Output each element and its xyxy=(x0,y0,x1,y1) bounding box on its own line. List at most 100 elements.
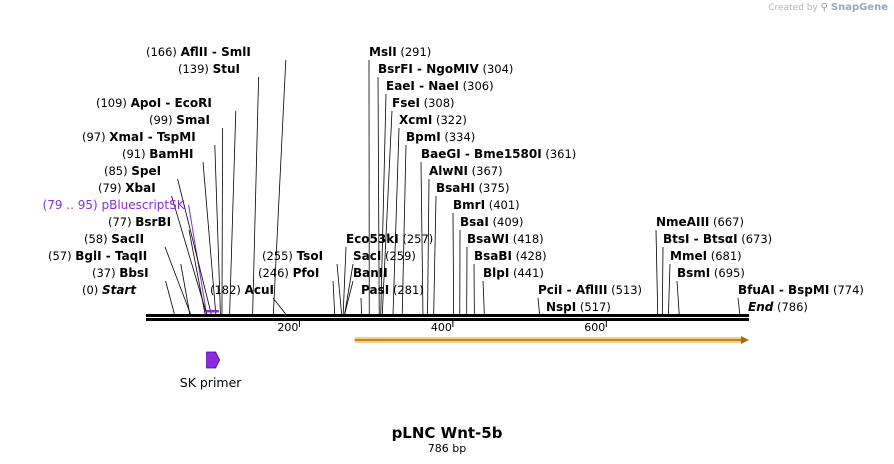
site-line xyxy=(661,246,664,315)
site-label: BlpI (441) xyxy=(483,266,544,280)
site-label: BsaBI (428) xyxy=(474,249,547,263)
site-label: PciI - AflIII (513) xyxy=(538,283,642,297)
site-line xyxy=(360,297,362,315)
site-bpmi: BpmI (334) xyxy=(406,130,475,144)
credit-brand: SnapGene xyxy=(830,2,888,13)
site-line xyxy=(272,59,287,315)
map-length: 786 bp xyxy=(428,442,466,455)
site-label: BfuAI - BspMI (774) xyxy=(738,283,864,297)
site-label: (58) SacII xyxy=(84,232,144,246)
site-position: (139) xyxy=(178,62,213,76)
site-position: (91) xyxy=(122,147,149,161)
site-position: (99) xyxy=(149,113,176,127)
enzyme-name: BfuAI xyxy=(738,283,775,297)
site-line xyxy=(392,127,400,315)
features: SK primer xyxy=(180,310,749,390)
site-bsrfi: BsrFI - NgoMIV (304) xyxy=(378,62,513,76)
enzyme-name: SacI xyxy=(353,249,381,263)
enzyme-name: TspMI xyxy=(157,130,196,144)
enzyme-name: BsrBI xyxy=(135,215,171,229)
site-bsabi: BsaBI (428) xyxy=(474,249,547,263)
site-position: (774) xyxy=(829,283,864,297)
credit-prefix: Created by xyxy=(768,3,818,13)
site-label: EaeI - NaeI (306) xyxy=(386,79,494,93)
enzyme-name: TsoI xyxy=(297,249,323,263)
site-line xyxy=(229,110,237,315)
sk-primer-label: SK primer xyxy=(180,375,243,390)
site-position: (517) xyxy=(576,300,611,314)
enzyme-name: - xyxy=(208,45,221,59)
site-label: (37) BbsI xyxy=(92,266,149,280)
enzyme-name: - xyxy=(690,232,703,246)
site-position: (77) xyxy=(108,215,135,229)
site-label: (85) SpeI xyxy=(104,164,161,178)
enzyme-name: Bme1580I xyxy=(474,147,542,161)
site-position: (306) xyxy=(459,79,494,93)
site-line xyxy=(737,297,741,315)
site-pasi: PasI (281) xyxy=(361,283,424,297)
site-line xyxy=(336,263,343,315)
enzyme-name: NspI xyxy=(546,300,576,314)
site-label: (79) XbaI xyxy=(98,181,156,195)
enzyme-name: - xyxy=(144,130,157,144)
tick-label: 600 xyxy=(584,321,605,334)
feature-label: (79 .. 95) pBluescriptSK xyxy=(43,198,186,212)
site-label: (99) SmaI xyxy=(149,113,210,127)
site-label: (97) XmaI - TspMI xyxy=(82,130,196,144)
enzyme-name: BsaI xyxy=(460,215,489,229)
enzyme-name: MmeI xyxy=(670,249,707,263)
site-line xyxy=(452,212,455,315)
site-label: (0) Start xyxy=(82,283,137,297)
site-position: (57) xyxy=(48,249,75,263)
site-position: (667) xyxy=(709,215,744,229)
site-line xyxy=(427,178,430,315)
site-acui: (182) AcuI xyxy=(210,283,274,297)
enzyme-name: BaeGI xyxy=(421,147,461,161)
enzyme-name: AflIII xyxy=(576,283,608,297)
site-stui: (139) StuI xyxy=(178,62,240,76)
enzyme-name: XbaI xyxy=(125,181,155,195)
site-position: (673) xyxy=(738,232,773,246)
site-labels: (0) Start (37) BbsI (57) BglI - TaqII (58) … xyxy=(43,45,864,314)
site-bsai: BsaI (409) xyxy=(460,215,523,229)
site-label: (57) BglI - TaqII xyxy=(48,249,147,263)
enzyme-name: BsrFI xyxy=(378,62,413,76)
site-position: (182) xyxy=(210,283,245,297)
site-line xyxy=(342,246,347,315)
site-label: AlwNI (367) xyxy=(429,164,503,178)
site-position: (334) xyxy=(441,130,476,144)
site-lines xyxy=(164,59,741,316)
site-sacii: (58) SacII xyxy=(84,232,144,246)
enzyme-name: TaqII xyxy=(115,249,147,263)
enzyme-name: NgoMIV xyxy=(426,62,479,76)
site-saci: SacI (259) xyxy=(353,249,416,263)
site-line xyxy=(221,127,224,315)
site-spei: (85) SpeI xyxy=(104,164,161,178)
site-position: (428) xyxy=(512,249,547,263)
site-bamhi: (91) BamHI xyxy=(122,147,194,161)
snapgene-credit: Created by ⚲ SnapGene xyxy=(768,2,888,13)
enzyme-name: BsaBI xyxy=(474,249,512,263)
site-label: BsaWI (418) xyxy=(467,232,544,246)
site-bsawi: BsaWI (418) xyxy=(467,232,544,246)
map-title: pLNC Wnt-5b xyxy=(392,424,503,442)
site-label: BsrFI - NgoMIV (304) xyxy=(378,62,513,76)
enzyme-name: ApoI xyxy=(131,96,162,110)
site-position: (367) xyxy=(468,164,503,178)
enzyme-name: BanII xyxy=(353,266,388,280)
site-position: (259) xyxy=(381,249,416,263)
enzyme-name: BsmI xyxy=(677,266,710,280)
site-eco53ki: Eco53kI (257) xyxy=(346,232,433,246)
site-label: (109) ApoI - EcoRI xyxy=(96,96,212,110)
site-smai: (99) SmaI xyxy=(149,113,210,127)
site-line xyxy=(177,178,212,315)
site-bgli: (57) BglI - TaqII xyxy=(48,249,147,263)
enzyme-name: - xyxy=(461,147,474,161)
site-label: BsmI (695) xyxy=(677,266,745,280)
site-position: (37) xyxy=(92,266,119,280)
site-baegi: BaeGI - Bme1580I (361) xyxy=(421,147,576,161)
site-label: (77) BsrBI xyxy=(108,215,171,229)
site-position: (375) xyxy=(475,181,510,195)
site-label: SacI (259) xyxy=(353,249,416,263)
enzyme-name: PfoI xyxy=(293,266,320,280)
